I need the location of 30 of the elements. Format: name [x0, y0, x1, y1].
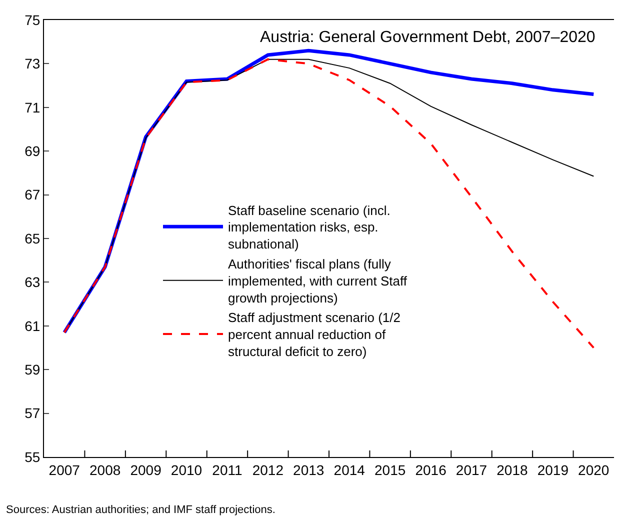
x-tick-label: 2014 [334, 462, 366, 478]
x-tick-label: 2007 [48, 462, 80, 478]
x-tick-label: 2010 [170, 462, 202, 478]
y-tick-label: 69 [24, 143, 40, 159]
x-tick-label: 2019 [537, 462, 569, 478]
legend-label: Authorities' fiscal plans (fully implemented, with current Staff growth projections) [228, 256, 408, 306]
x-tick-label: 2017 [456, 462, 488, 478]
y-tick-label: 59 [24, 362, 40, 378]
x-tick-label: 2012 [252, 462, 284, 478]
y-tick-label: 67 [24, 186, 40, 203]
x-tick-label: 2020 [578, 462, 610, 478]
y-tick-label: 61 [24, 318, 40, 334]
text: Austria: General Government Debt, 2007–2020 [260, 29, 596, 46]
x-tick-label: 2013 [293, 462, 324, 478]
legend-label: Staff adjustment scenario (1/2 percent annual reduction of structural deficit to zero) [228, 310, 400, 360]
source-note: Sources: Austrian authorities; and IMF staff projections. [6, 504, 276, 516]
x-tick-label: 2018 [496, 462, 528, 478]
y-tick-label: 75 [24, 12, 40, 28]
y-tick-label: 57 [24, 405, 40, 422]
y-tick-label: 65 [24, 230, 40, 246]
x-tick-label: 2015 [374, 462, 406, 478]
x-tick-label: 2016 [415, 462, 447, 478]
x-tick-label: 2011 [212, 462, 242, 478]
y-tick-label: 63 [24, 274, 40, 290]
y-tick-label: 73 [24, 56, 40, 72]
y-tick-label: 55 [24, 448, 40, 465]
y-tick-label: 71 [24, 99, 40, 116]
x-tick-label: 2008 [89, 462, 121, 478]
legend-label: Staff baseline scenario (incl. implementation risks, esp. subnational) [228, 202, 390, 252]
x-tick-label: 2009 [130, 462, 162, 478]
